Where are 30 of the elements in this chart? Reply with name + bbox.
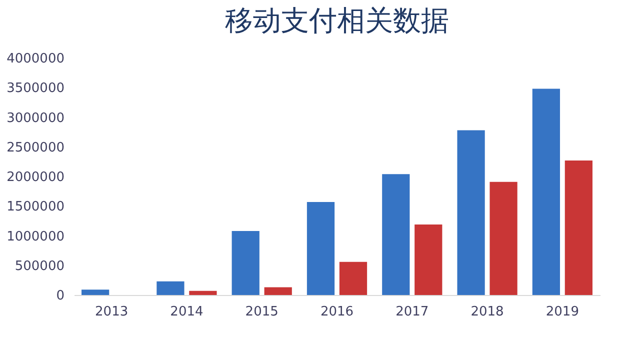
y-tick-label: 1500000 bbox=[6, 200, 64, 215]
bar bbox=[232, 231, 260, 295]
bar bbox=[339, 262, 368, 295]
bar bbox=[490, 182, 518, 295]
y-tick-label: 2500000 bbox=[6, 140, 64, 156]
y-tick-label: 0 bbox=[56, 288, 64, 304]
x-tick-label: 2013 bbox=[95, 304, 128, 320]
bar bbox=[532, 88, 560, 295]
bar bbox=[414, 224, 442, 295]
y-tick-label: 500000 bbox=[14, 258, 64, 274]
x-tick-label: 2017 bbox=[396, 304, 429, 320]
y-tick-label: 2000000 bbox=[6, 170, 64, 185]
x-tick-label: 2014 bbox=[170, 304, 204, 320]
bar bbox=[189, 290, 217, 295]
x-tick-label: 2016 bbox=[320, 304, 354, 320]
bar bbox=[156, 281, 184, 295]
chart-title: 移动支付相关数据 bbox=[225, 4, 449, 37]
y-tick-label: 3500000 bbox=[6, 81, 64, 96]
bar bbox=[564, 160, 592, 295]
bar bbox=[457, 130, 485, 295]
y-tick-label: 4000000 bbox=[6, 52, 64, 66]
y-tick-label: 3000000 bbox=[6, 110, 64, 126]
y-tick-label: 1000000 bbox=[6, 229, 64, 244]
bar bbox=[306, 202, 335, 295]
x-tick-label: 2019 bbox=[546, 304, 579, 320]
bar bbox=[382, 174, 410, 295]
bar bbox=[82, 290, 110, 295]
x-tick-label: 2018 bbox=[470, 304, 504, 320]
bar bbox=[264, 287, 292, 295]
x-tick-label: 2015 bbox=[245, 304, 278, 320]
